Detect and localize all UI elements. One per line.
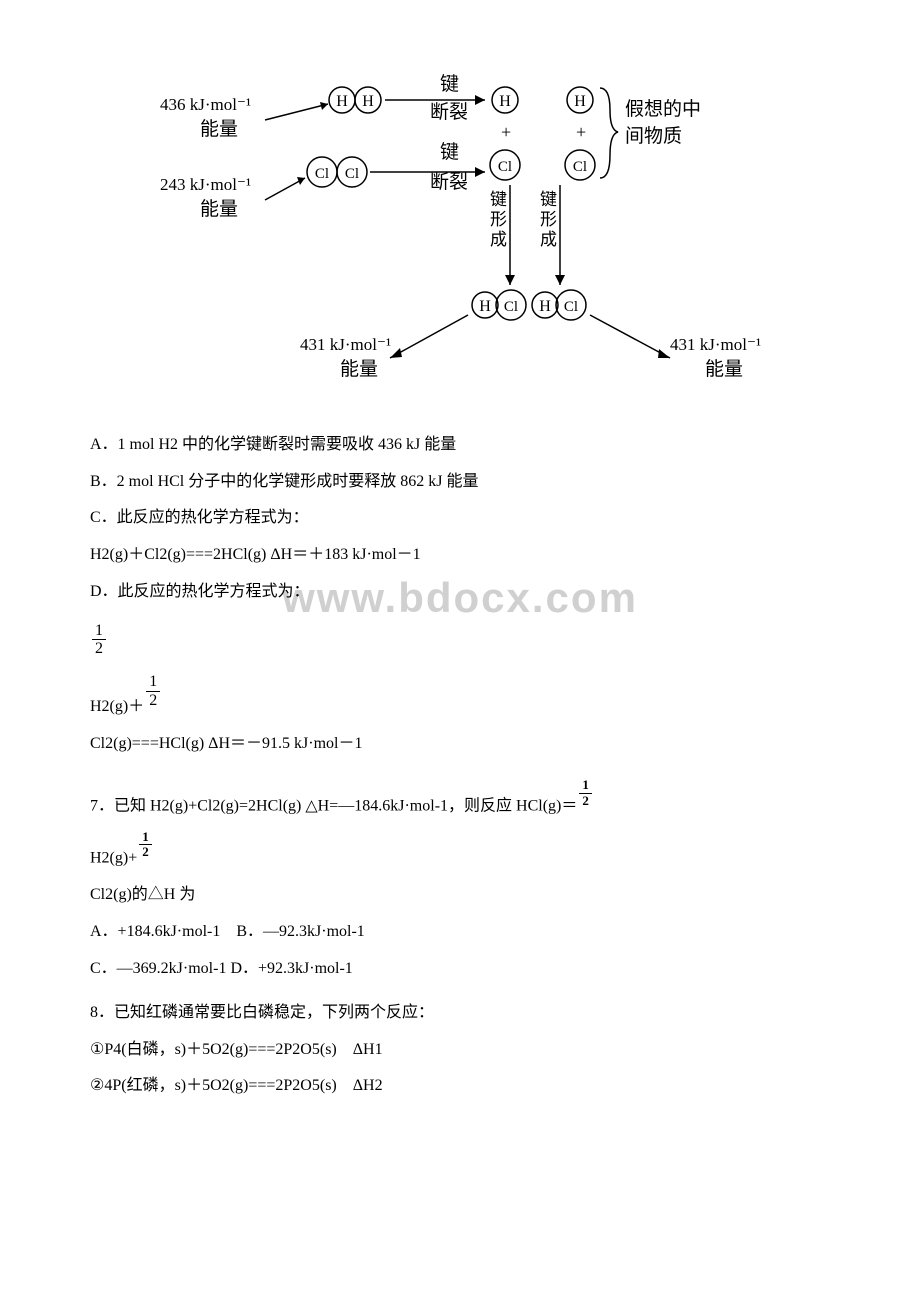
q7-options-ab: A．+184.6kJ·mol-1 B．―92.3kJ·mol-1 bbox=[90, 918, 830, 947]
atom-cl2: Cl bbox=[345, 166, 359, 182]
energy-431-right: 431 kJ·mol⁻¹ bbox=[670, 335, 761, 354]
question-7-part3: Cl2(g)的△H 为 bbox=[90, 881, 830, 910]
bond-form-v1: 键 bbox=[490, 190, 507, 209]
q8-eq1: ①P4(白磷，s)＋5O2(g)===2P2O5(s) ΔH1 bbox=[90, 1036, 830, 1065]
svg-text:+: + bbox=[576, 122, 586, 142]
energy-431-left: 431 kJ·mol⁻¹ bbox=[300, 335, 391, 354]
svg-text:+: + bbox=[501, 122, 511, 142]
svg-text:Cl: Cl bbox=[498, 159, 512, 175]
atom-h1: H bbox=[336, 93, 348, 110]
svg-text:H: H bbox=[499, 93, 511, 110]
svg-text:H: H bbox=[574, 93, 586, 110]
energy-243: 243 kJ·mol⁻¹ bbox=[160, 175, 251, 194]
option-a: A．1 mol H2 中的化学键断裂时需要吸收 436 kJ 能量 bbox=[90, 431, 830, 460]
q8-eq2: ②4P(红磷，s)＋5O2(g)===2P2O5(s) ΔH2 bbox=[90, 1072, 830, 1101]
energy-436: 436 kJ·mol⁻¹ bbox=[160, 95, 251, 114]
atom-h2: H bbox=[362, 93, 374, 110]
svg-text:成: 成 bbox=[490, 230, 507, 249]
energy-label-2: 能量 bbox=[200, 198, 238, 220]
fraction-half-1: 1 2 bbox=[90, 622, 830, 658]
option-c: C．此反应的热化学方程式为： bbox=[90, 504, 830, 533]
intermediate-2: 间物质 bbox=[625, 125, 682, 147]
svg-text:Cl: Cl bbox=[564, 299, 578, 315]
q7-options-cd: C．―369.2kJ·mol-1 D．+92.3kJ·mol-1 bbox=[90, 955, 830, 984]
break-label-1: 断裂 bbox=[430, 101, 468, 123]
option-b: B．2 mol HCl 分子中的化学键形成时要释放 862 kJ 能量 bbox=[90, 468, 830, 497]
option-d: D．此反应的热化学方程式为： bbox=[90, 578, 830, 607]
svg-text:Cl: Cl bbox=[573, 159, 587, 175]
intermediate-1: 假想的中 bbox=[625, 98, 701, 120]
question-7-part1: 7．已知 H2(g)+Cl2(g)=2HCl(g) △H=―184.6kJ·mo… bbox=[90, 778, 830, 821]
eq-d-line2: Cl2(g)===HCl(g) ΔH＝－91.5 kJ·mol－1 bbox=[90, 730, 830, 759]
question-7-part2: H2(g)+ 1 2 bbox=[90, 830, 830, 873]
svg-text:形: 形 bbox=[540, 210, 557, 229]
svg-text:形: 形 bbox=[490, 210, 507, 229]
energy-diagram: H H Cl Cl 436 kJ·mol⁻¹ 能量 243 kJ·mol⁻¹ 能… bbox=[90, 60, 830, 401]
svg-text:H: H bbox=[539, 298, 551, 315]
atom-cl1: Cl bbox=[315, 166, 329, 182]
bond-form-v2: 键 bbox=[540, 190, 557, 209]
equation-c: H2(g)＋Cl2(g)===2HCl(g) ΔH＝＋183 kJ·mol－1 bbox=[90, 541, 830, 570]
energy-label-4: 能量 bbox=[705, 358, 743, 380]
energy-label-1: 能量 bbox=[200, 118, 238, 140]
eq-d-line1: H2(g)＋ 1 2 bbox=[90, 673, 830, 722]
svg-text:成: 成 bbox=[540, 230, 557, 249]
break-label-2: 断裂 bbox=[430, 171, 468, 193]
svg-text:Cl: Cl bbox=[504, 299, 518, 315]
energy-label-3: 能量 bbox=[340, 358, 378, 380]
bond-label-2: 键 bbox=[440, 141, 459, 163]
bond-label-1: 键 bbox=[440, 73, 459, 95]
question-8: 8．已知红磷通常要比白磷稳定，下列两个反应： bbox=[90, 999, 830, 1028]
svg-text:H: H bbox=[479, 298, 491, 315]
